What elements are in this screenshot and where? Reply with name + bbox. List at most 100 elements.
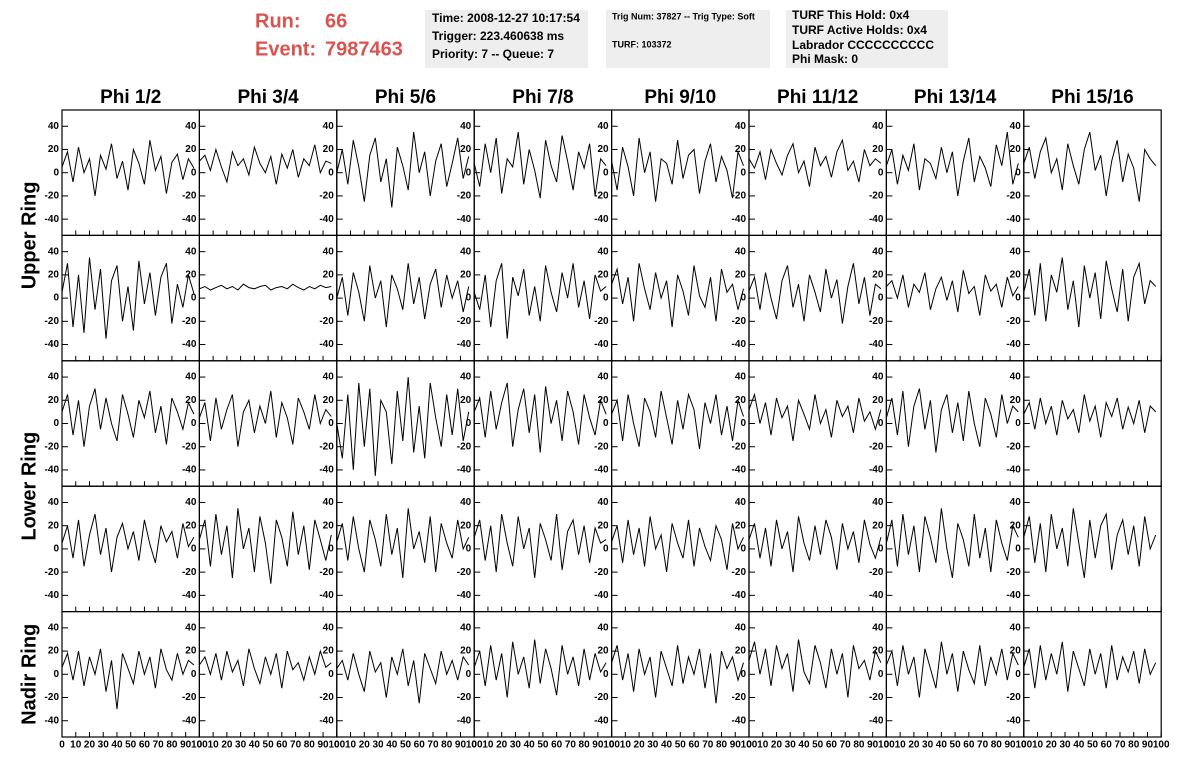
- column-title: Phi 9/10: [644, 87, 716, 108]
- column-title: Phi 15/16: [1051, 87, 1133, 108]
- y-tick-label: 20: [185, 270, 197, 281]
- panel-frame: [748, 485, 887, 613]
- y-tick-label: -40: [319, 339, 334, 350]
- x-tick-label: 0: [471, 740, 477, 751]
- panel-frame: [610, 109, 750, 237]
- y-tick-label: 20: [48, 270, 60, 281]
- y-tick-label: -40: [457, 715, 472, 726]
- waveform: [199, 144, 332, 185]
- info-line: Labrador CCCCCCCCCC: [792, 38, 934, 52]
- info-box: [786, 10, 948, 68]
- waveform: [336, 132, 470, 208]
- x-tick-label: 10: [70, 740, 82, 751]
- info-line: TURF: 103372: [612, 39, 672, 49]
- y-tick-label: 20: [185, 520, 197, 531]
- x-tick-label: 30: [235, 740, 247, 751]
- y-tick-label: 40: [323, 622, 335, 633]
- x-tick-label: 70: [977, 740, 989, 751]
- info-line: Trigger: 223.460638 ms: [432, 29, 564, 43]
- y-tick-label: 20: [1010, 144, 1022, 155]
- y-tick-label: 20: [872, 270, 884, 281]
- x-tick-label: 20: [359, 740, 371, 751]
- y-tick-label: 0: [1015, 293, 1021, 304]
- y-tick-label: 0: [191, 544, 197, 555]
- y-tick-label: 0: [191, 418, 197, 429]
- y-tick-label: -20: [182, 441, 197, 452]
- y-tick-label: 40: [48, 372, 60, 383]
- y-tick-label: 0: [328, 167, 334, 178]
- waveform: [886, 270, 1019, 316]
- x-tick-label: 0: [334, 740, 340, 751]
- y-tick-label: 40: [323, 372, 335, 383]
- x-tick-label: 50: [675, 740, 687, 751]
- x-tick-label: 30: [922, 740, 934, 751]
- y-tick-label: 20: [460, 646, 472, 657]
- y-tick-label: 40: [735, 372, 747, 383]
- y-tick-label: -40: [1006, 214, 1021, 225]
- ring-label: Nadir Ring: [18, 624, 40, 725]
- y-tick-label: -20: [319, 567, 334, 578]
- waveform: [611, 390, 744, 450]
- y-tick-label: 40: [460, 497, 472, 508]
- x-tick-label: 70: [1114, 740, 1126, 751]
- y-tick-label: 40: [872, 622, 884, 633]
- x-tick-label: 80: [1128, 740, 1140, 751]
- y-tick-label: 40: [48, 121, 60, 132]
- y-tick-label: 40: [1010, 246, 1022, 257]
- y-tick-label: 40: [185, 372, 197, 383]
- panel-frame: [610, 360, 750, 487]
- x-tick-label: 90: [592, 740, 604, 751]
- info-line: Trig Num: 37827 -- Trig Type: Soft: [612, 11, 755, 21]
- y-tick-label: 40: [597, 622, 609, 633]
- x-tick-label: 50: [950, 740, 962, 751]
- y-tick-label: -40: [1006, 715, 1021, 726]
- y-tick-label: -20: [732, 191, 747, 202]
- y-tick-label: 40: [185, 497, 197, 508]
- y-tick-label: -40: [182, 465, 197, 476]
- waveform: [61, 513, 195, 573]
- x-tick-label: 90: [867, 740, 879, 751]
- x-tick-label: 90: [180, 740, 192, 751]
- x-tick-label: 30: [372, 740, 384, 751]
- x-tick-label: 60: [1101, 740, 1113, 751]
- y-tick-label: -40: [594, 590, 609, 601]
- x-tick-label: 70: [290, 740, 302, 751]
- y-tick-label: -40: [457, 590, 472, 601]
- y-tick-label: -20: [869, 191, 884, 202]
- x-tick-label: 70: [427, 740, 439, 751]
- x-tick-label: 100: [878, 740, 895, 751]
- x-tick-label: 40: [798, 740, 810, 751]
- y-tick-label: 40: [597, 372, 609, 383]
- waveform: [198, 508, 332, 584]
- y-tick-label: 20: [460, 520, 472, 531]
- y-tick-label: 0: [878, 418, 884, 429]
- y-tick-label: -20: [594, 692, 609, 703]
- y-tick-label: 20: [460, 270, 472, 281]
- y-tick-label: -40: [594, 339, 609, 350]
- x-tick-label: 80: [579, 740, 591, 751]
- waveform: [198, 390, 332, 447]
- y-tick-label: 40: [185, 622, 197, 633]
- y-tick-label: 40: [323, 121, 335, 132]
- y-tick-label: 20: [735, 646, 747, 657]
- x-tick-label: 60: [276, 740, 288, 751]
- y-tick-label: -20: [1006, 441, 1021, 452]
- panel-frame: [336, 109, 475, 237]
- y-tick-label: 40: [460, 121, 472, 132]
- waveform: [748, 392, 882, 441]
- waveform: [199, 283, 332, 291]
- y-tick-label: 20: [597, 520, 609, 531]
- y-tick-label: 40: [1010, 622, 1022, 633]
- x-tick-label: 10: [345, 740, 357, 751]
- y-tick-label: 40: [460, 622, 472, 633]
- x-tick-label: 0: [746, 740, 752, 751]
- y-tick-label: 20: [460, 144, 472, 155]
- panel-frame: [61, 360, 200, 487]
- y-tick-label: -40: [1006, 339, 1021, 350]
- x-tick-label: 80: [853, 740, 865, 751]
- y-tick-label: 40: [872, 246, 884, 257]
- y-tick-label: 20: [597, 395, 609, 406]
- y-tick-label: -20: [457, 692, 472, 703]
- y-tick-label: -40: [45, 715, 60, 726]
- y-tick-label: -20: [45, 441, 60, 452]
